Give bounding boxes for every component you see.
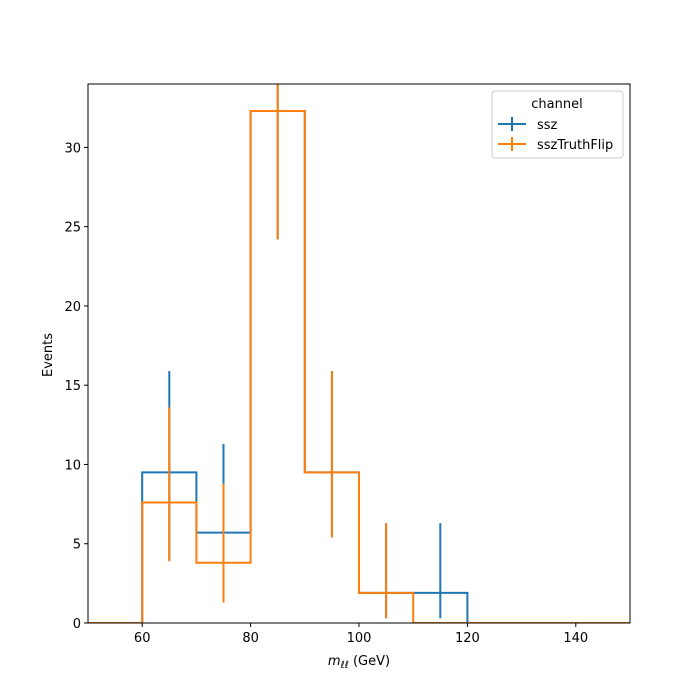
series-step-ssztruthflip: [88, 109, 630, 623]
y-tick-label-20: 20: [64, 300, 81, 315]
legend-entries: ssz sszTruthFlip: [498, 117, 613, 153]
legend-box: [491, 90, 624, 159]
x-tick-label-60: 60: [134, 631, 151, 646]
y-tick-label-25: 25: [64, 221, 81, 236]
legend: channel ssz sszTruthFlip: [491, 90, 624, 159]
legend-title: channel: [531, 97, 582, 112]
y-tick-label-30: 30: [64, 141, 81, 156]
x-axis-label-unit: (GeV): [349, 654, 390, 669]
x-tick-label-140: 140: [563, 631, 588, 646]
y-tick-label-5: 5: [73, 538, 81, 553]
legend-entry-ssztruthflip: sszTruthFlip: [498, 137, 613, 153]
x-tick-label-80: 80: [242, 631, 259, 646]
x-axis-label-main: m: [328, 654, 341, 669]
x-tick-label-120: 120: [455, 631, 480, 646]
x-tick-label-100: 100: [347, 631, 372, 646]
y-tick-label-0: 0: [73, 617, 81, 632]
legend-label-ssz: ssz: [537, 118, 558, 133]
legend-entry-ssz: ssz: [498, 117, 558, 133]
y-axis: 0 5 10 15 20 25 30: [64, 141, 88, 632]
y-axis-label: Events: [41, 333, 56, 377]
series-layer: [88, 84, 630, 623]
x-axis-label-subscript: ℓℓ: [341, 660, 349, 671]
x-axis-label: mℓℓ (GeV): [328, 654, 390, 671]
y-tick-label-10: 10: [64, 458, 81, 473]
x-axis: 60 80 100 120 140: [134, 623, 588, 646]
legend-label-ssztruthflip: sszTruthFlip: [537, 138, 613, 153]
y-tick-label-15: 15: [64, 379, 81, 394]
